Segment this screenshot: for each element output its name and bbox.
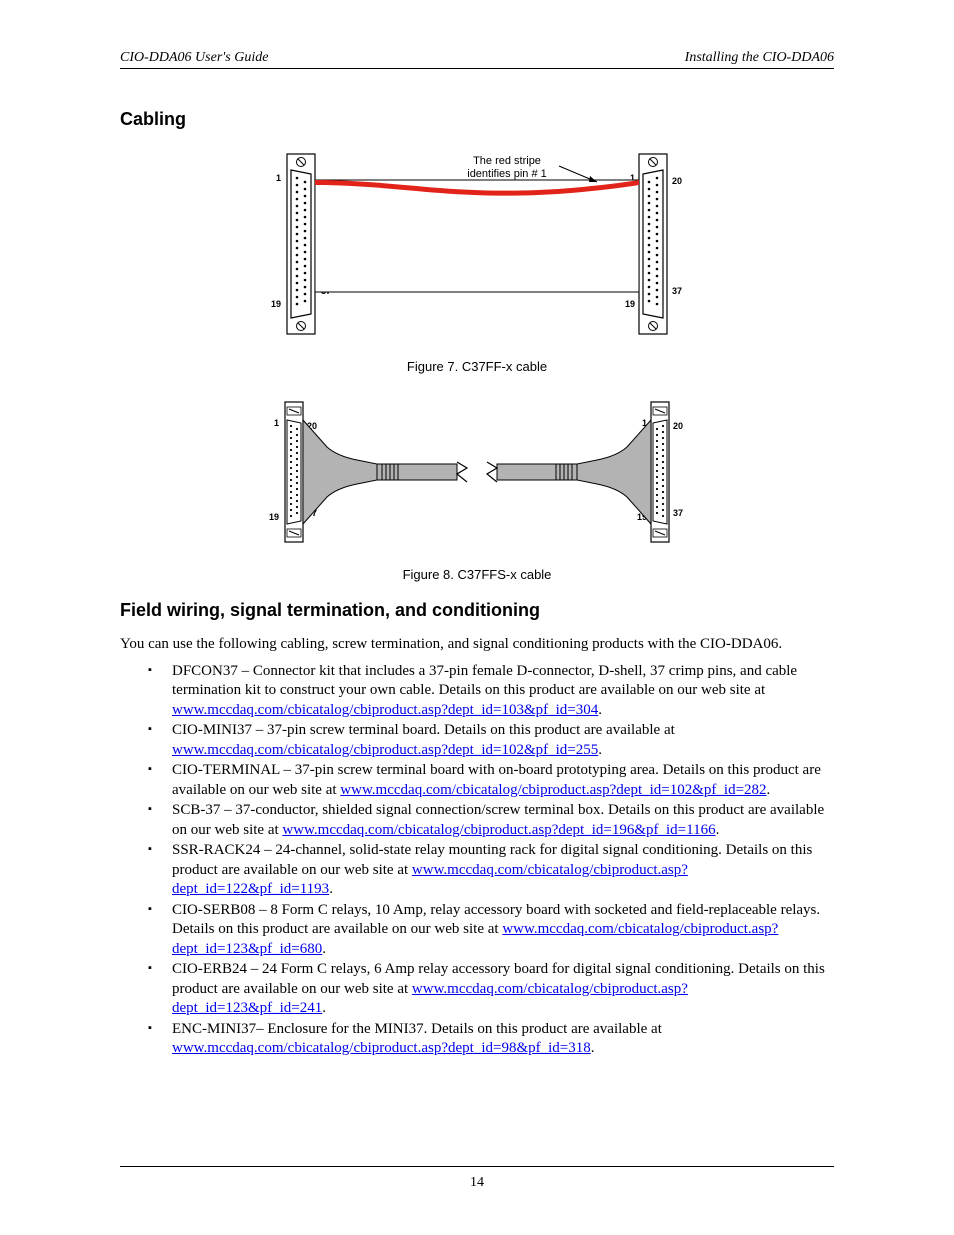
product-link[interactable]: www.mccdaq.com/cbicatalog/cbiproduct.asp… [172,742,598,758]
figure-7: 1 19 20 37 1 19 20 37 [120,144,834,349]
header-rule [120,68,834,69]
c37ff-cable-diagram: 1 19 20 37 1 19 20 37 [267,144,687,344]
product-link[interactable]: www.mccdaq.com/cbicatalog/cbiproduct.asp… [172,702,598,718]
shielded-cable [377,462,577,482]
annotation-line2: identifies pin # 1 [467,168,547,180]
annotation: The red stripe identifies pin # 1 [467,155,597,182]
product-link[interactable]: www.mccdaq.com/cbicatalog/cbiproduct.asp… [340,782,766,798]
figure-8-caption: Figure 8. C37FFS-x cable [120,567,834,582]
left-connector-shielded: 1 19 20 37 [269,402,377,542]
pin-37-label-r: 37 [673,508,683,518]
section-title-field-wiring: Field wiring, signal termination, and co… [120,600,834,621]
figure-8: 1 19 20 37 1 19 20 [120,392,834,557]
item-text: CIO-MINI37 – 37-pin screw terminal board… [172,722,675,738]
pin-19-label: 19 [271,299,281,309]
item-text-tail: . [767,782,771,798]
footer-rule [120,1166,834,1167]
c37ffs-cable-diagram: 1 19 20 37 1 19 20 [267,392,687,552]
header-right: Installing the CIO-DDA06 [685,50,834,66]
pin-19-label-r: 19 [625,299,635,309]
item-text: DFCON37 – Connector kit that includes a … [172,663,797,699]
pin-19-label: 19 [269,512,279,522]
list-item: SCB-37 – 37-conductor, shielded signal c… [148,801,834,840]
list-item: CIO-TERMINAL – 37-pin screw terminal boa… [148,761,834,800]
section-title-cabling: Cabling [120,109,834,130]
item-text-tail: . [591,1040,595,1056]
list-item: DFCON37 – Connector kit that includes a … [148,662,834,721]
right-connector-shielded: 1 19 20 37 [577,402,683,542]
pin-20-label-r: 20 [672,176,682,186]
intro-paragraph: You can use the following cabling, screw… [120,635,834,654]
item-text-tail: . [322,1000,326,1016]
footer: 14 [120,1166,834,1191]
list-item: SSR-RACK24 – 24-channel, solid-state rel… [148,841,834,900]
pin-1-label: 1 [274,418,279,428]
pin-1-label: 1 [276,173,281,183]
product-link[interactable]: www.mccdaq.com/cbicatalog/cbiproduct.asp… [282,822,715,838]
page: CIO-DDA06 User's Guide Installing the CI… [0,0,954,1235]
annotation-line1: The red stripe [473,155,541,167]
list-item: CIO-MINI37 – 37-pin screw terminal board… [148,721,834,760]
product-link[interactable]: www.mccdaq.com/cbicatalog/cbiproduct.asp… [172,1040,591,1056]
item-text-tail: . [329,881,333,897]
item-text-tail: . [716,822,720,838]
ribbon-cable [315,180,639,292]
pin-37-label-r: 37 [672,286,682,296]
list-item: CIO-SERB08 – 8 Form C relays, 10 Amp, re… [148,901,834,960]
item-text-tail: . [598,742,602,758]
list-item: ENC-MINI37– Enclosure for the MINI37. De… [148,1020,834,1059]
item-text: ENC-MINI37– Enclosure for the MINI37. De… [172,1021,662,1037]
item-text-tail: . [322,941,326,957]
product-list: DFCON37 – Connector kit that includes a … [148,662,834,1059]
running-header: CIO-DDA06 User's Guide Installing the CI… [120,50,834,66]
item-text-tail: . [598,702,602,718]
list-item: CIO-ERB24 – 24 Form C relays, 6 Amp rela… [148,960,834,1019]
page-number: 14 [470,1175,484,1190]
figure-7-caption: Figure 7. C37FF-x cable [120,359,834,374]
pin-20-label-r: 20 [673,421,683,431]
header-left: CIO-DDA06 User's Guide [120,50,268,66]
